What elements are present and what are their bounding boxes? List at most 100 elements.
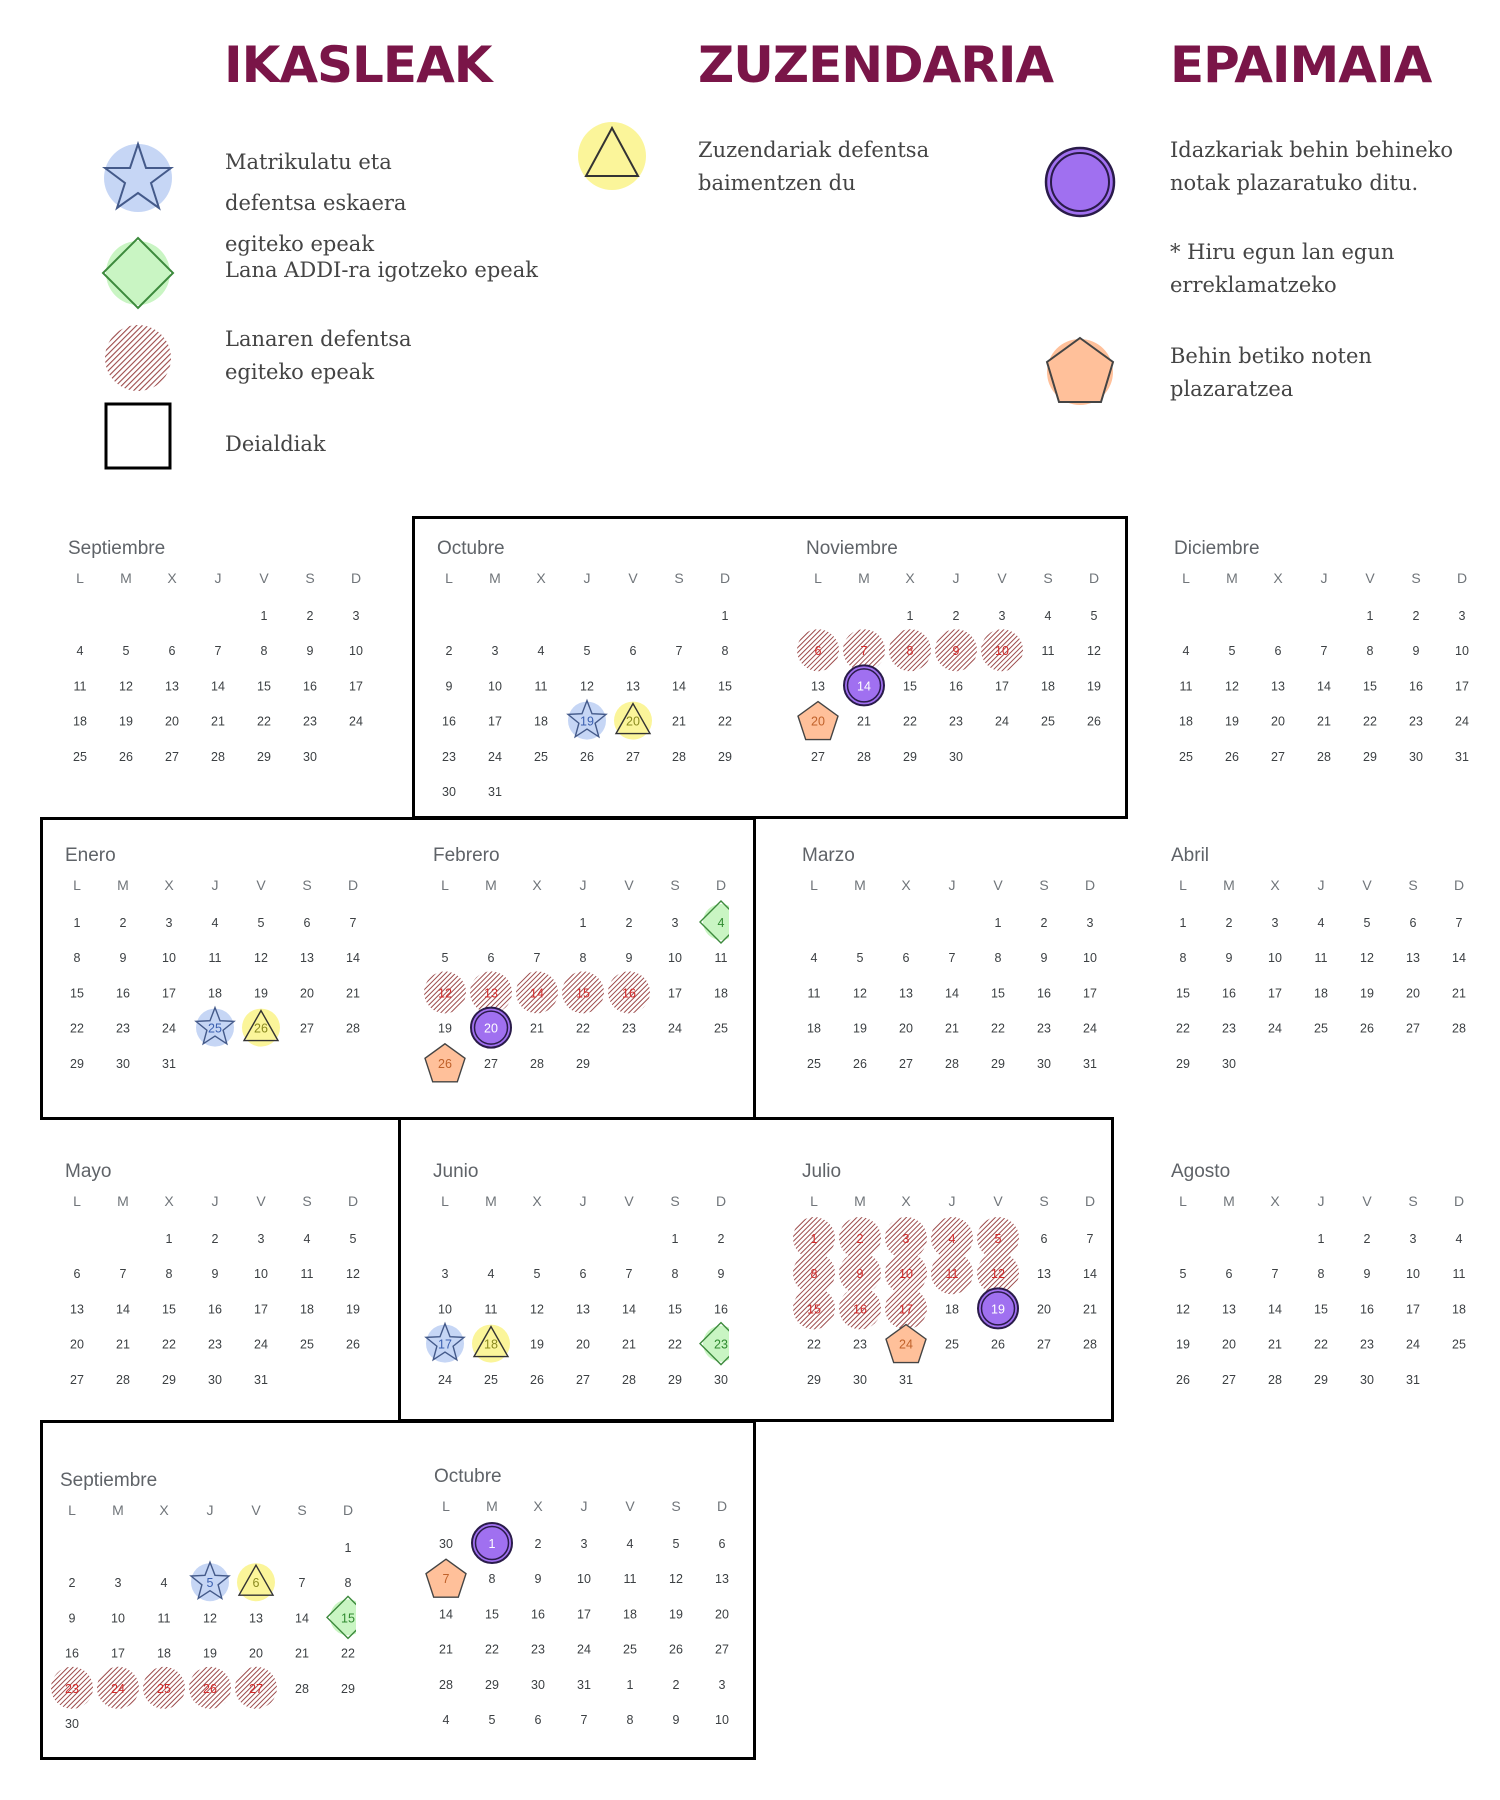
day-number[interactable]: 2 [718,1232,725,1246]
day-number[interactable]: 20 [70,1338,84,1352]
day-number[interactable]: 27 [715,1643,729,1657]
day-number[interactable]: 11 [1315,951,1328,965]
day-number[interactable]: 4 [949,1232,956,1246]
day-number[interactable]: 25 [534,750,548,764]
day-number[interactable]: 28 [1317,750,1331,764]
day-number[interactable]: 25 [1179,750,1193,764]
day-number[interactable]: 19 [346,1302,360,1316]
day-number[interactable]: 17 [111,1647,125,1661]
day-number[interactable]: 5 [1364,916,1371,930]
day-number[interactable]: 20 [899,1022,913,1036]
day-number[interactable]: 30 [116,1057,130,1071]
day-number[interactable]: 19 [1360,986,1374,1000]
day-number[interactable]: 1 [907,609,914,623]
day-number[interactable]: 19 [530,1338,544,1352]
day-number[interactable]: 17 [254,1302,268,1316]
day-number[interactable]: 31 [488,785,502,799]
day-number[interactable]: 15 [341,1611,355,1625]
day-number[interactable]: 1 [995,916,1002,930]
day-number[interactable]: 26 [438,1057,452,1071]
day-number[interactable]: 30 [949,750,963,764]
day-number[interactable]: 17 [668,986,682,1000]
day-number[interactable]: 26 [1360,1022,1374,1036]
day-number[interactable]: 27 [899,1057,913,1071]
day-number[interactable]: 8 [261,644,268,658]
day-number[interactable]: 20 [165,715,179,729]
day-number[interactable]: 20 [249,1647,263,1661]
day-number[interactable]: 2 [1041,916,1048,930]
day-number[interactable]: 8 [345,1576,352,1590]
day-number[interactable]: 19 [254,986,268,1000]
day-number[interactable]: 27 [1271,750,1285,764]
day-number[interactable]: 3 [581,1537,588,1551]
day-number[interactable]: 22 [991,1022,1005,1036]
day-number[interactable]: 13 [899,986,913,1000]
day-number[interactable]: 12 [119,679,133,693]
day-number[interactable]: 3 [903,1232,910,1246]
day-number[interactable]: 5 [1180,1267,1187,1281]
day-number[interactable]: 7 [949,951,956,965]
day-number[interactable]: 31 [1455,750,1469,764]
day-number[interactable]: 29 [1314,1373,1328,1387]
day-number[interactable]: 8 [811,1267,818,1281]
day-number[interactable]: 9 [1413,644,1420,658]
day-number[interactable]: 13 [165,679,179,693]
day-number[interactable]: 20 [811,715,825,729]
day-number[interactable]: 14 [857,679,871,693]
day-number[interactable]: 30 [1037,1057,1051,1071]
day-number[interactable]: 8 [74,951,81,965]
day-number[interactable]: 21 [622,1338,636,1352]
day-number[interactable]: 6 [488,951,495,965]
day-number[interactable]: 9 [718,1267,725,1281]
day-number[interactable]: 16 [65,1647,79,1661]
day-number[interactable]: 27 [576,1373,590,1387]
day-number[interactable]: 5 [857,951,864,965]
day-number[interactable]: 15 [1314,1302,1328,1316]
day-number[interactable]: 16 [531,1607,545,1621]
day-number[interactable]: 7 [215,644,222,658]
day-number[interactable]: 1 [261,609,268,623]
day-number[interactable]: 28 [211,750,225,764]
day-number[interactable]: 14 [1083,1267,1097,1281]
day-number[interactable]: 31 [1406,1373,1420,1387]
day-number[interactable]: 1 [1367,609,1374,623]
day-number[interactable]: 5 [489,1713,496,1727]
day-number[interactable]: 1 [1180,916,1187,930]
day-number[interactable]: 13 [1037,1267,1051,1281]
day-number[interactable]: 19 [438,1022,452,1036]
day-number[interactable]: 4 [538,644,545,658]
day-number[interactable]: 9 [120,951,127,965]
day-number[interactable]: 21 [945,1022,959,1036]
day-number[interactable]: 22 [70,1022,84,1036]
day-number[interactable]: 4 [1045,609,1052,623]
day-number[interactable]: 6 [1275,644,1282,658]
day-number[interactable]: 22 [718,715,732,729]
day-number[interactable]: 7 [534,951,541,965]
day-number[interactable]: 2 [673,1678,680,1692]
day-number[interactable]: 12 [438,986,452,1000]
day-number[interactable]: 27 [300,1022,314,1036]
day-number[interactable]: 28 [295,1682,309,1696]
day-number[interactable]: 10 [1455,644,1469,658]
day-number[interactable]: 6 [1410,916,1417,930]
day-number[interactable]: 23 [949,715,963,729]
day-number[interactable]: 24 [1455,715,1469,729]
day-number[interactable]: 2 [953,609,960,623]
day-number[interactable]: 21 [530,1022,544,1036]
day-number[interactable]: 9 [953,644,960,658]
day-number[interactable]: 1 [489,1537,496,1551]
day-number[interactable]: 19 [1087,679,1101,693]
day-number[interactable]: 6 [1226,1267,1233,1281]
day-number[interactable]: 29 [903,750,917,764]
day-number[interactable]: 14 [1452,951,1466,965]
day-number[interactable]: 15 [807,1302,821,1316]
day-number[interactable]: 23 [1360,1338,1374,1352]
day-number[interactable]: 5 [350,1232,357,1246]
day-number[interactable]: 14 [530,986,544,1000]
day-number[interactable]: 4 [488,1267,495,1281]
day-number[interactable]: 23 [1409,715,1423,729]
day-number[interactable]: 17 [349,679,363,693]
day-number[interactable]: 19 [1225,715,1239,729]
day-number[interactable]: 30 [531,1678,545,1692]
day-number[interactable]: 23 [65,1682,79,1696]
